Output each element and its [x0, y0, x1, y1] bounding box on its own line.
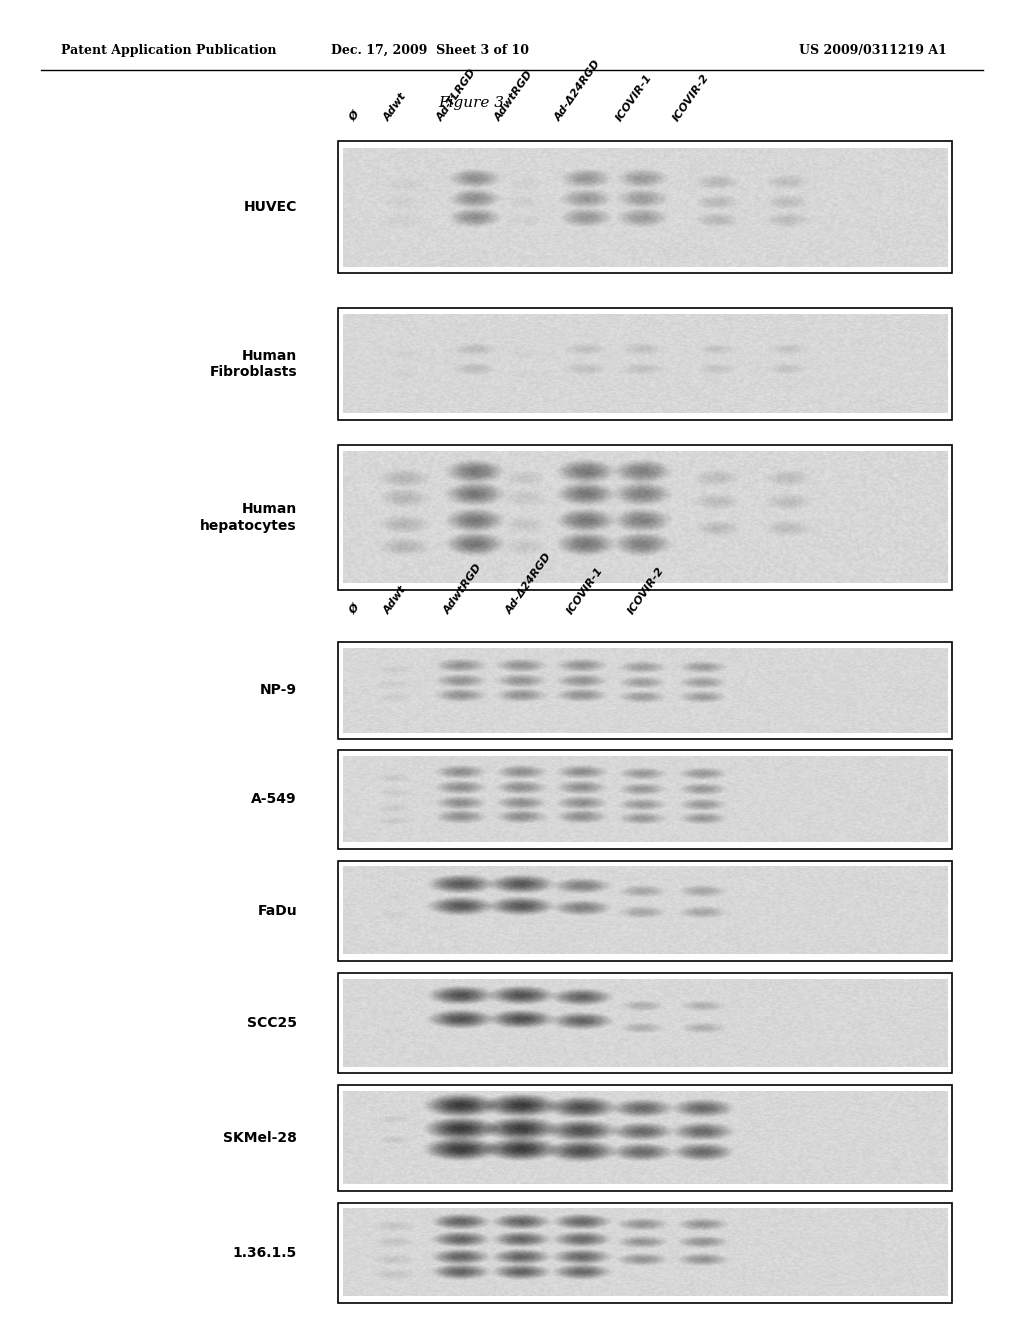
Text: NP-9: NP-9 — [260, 684, 297, 697]
Text: AdwtRGD: AdwtRGD — [442, 562, 484, 616]
Text: Figure 3: Figure 3 — [438, 96, 504, 110]
FancyBboxPatch shape — [338, 445, 952, 590]
FancyBboxPatch shape — [338, 750, 952, 849]
Text: HUVEC: HUVEC — [244, 201, 297, 214]
FancyBboxPatch shape — [338, 861, 952, 961]
Text: Ad-Δ24RGD: Ad-Δ24RGD — [504, 552, 553, 616]
Text: US 2009/0311219 A1: US 2009/0311219 A1 — [799, 44, 946, 57]
FancyBboxPatch shape — [338, 308, 952, 420]
FancyBboxPatch shape — [338, 141, 952, 273]
Text: ICOVIR-2: ICOVIR-2 — [671, 71, 711, 123]
Text: Adwt: Adwt — [382, 91, 409, 123]
Text: A-549: A-549 — [251, 792, 297, 807]
Text: Ad-TLRGD: Ad-TLRGD — [435, 67, 478, 123]
Text: ICOVIR-1: ICOVIR-1 — [614, 71, 654, 123]
FancyBboxPatch shape — [338, 1085, 952, 1191]
Text: Human
Fibroblasts: Human Fibroblasts — [209, 348, 297, 379]
Text: FaDu: FaDu — [257, 904, 297, 917]
FancyBboxPatch shape — [338, 973, 952, 1073]
Text: SCC25: SCC25 — [247, 1016, 297, 1030]
Text: Patent Application Publication: Patent Application Publication — [61, 44, 276, 57]
Text: ICOVIR-2: ICOVIR-2 — [627, 565, 667, 616]
Text: 1.36.1.5: 1.36.1.5 — [232, 1246, 297, 1259]
Text: Human
hepatocytes: Human hepatocytes — [201, 503, 297, 532]
Text: Ad-Δ24RGD: Ad-Δ24RGD — [553, 58, 602, 123]
Text: Dec. 17, 2009  Sheet 3 of 10: Dec. 17, 2009 Sheet 3 of 10 — [331, 44, 529, 57]
Text: SKMel-28: SKMel-28 — [223, 1131, 297, 1144]
Text: AdwtRGD: AdwtRGD — [494, 69, 536, 123]
Text: Adwt: Adwt — [382, 585, 409, 616]
Text: Ø: Ø — [348, 603, 361, 616]
FancyBboxPatch shape — [338, 1203, 952, 1303]
Text: ICOVIR-1: ICOVIR-1 — [565, 565, 605, 616]
Text: Ø: Ø — [348, 110, 361, 123]
FancyBboxPatch shape — [338, 642, 952, 739]
